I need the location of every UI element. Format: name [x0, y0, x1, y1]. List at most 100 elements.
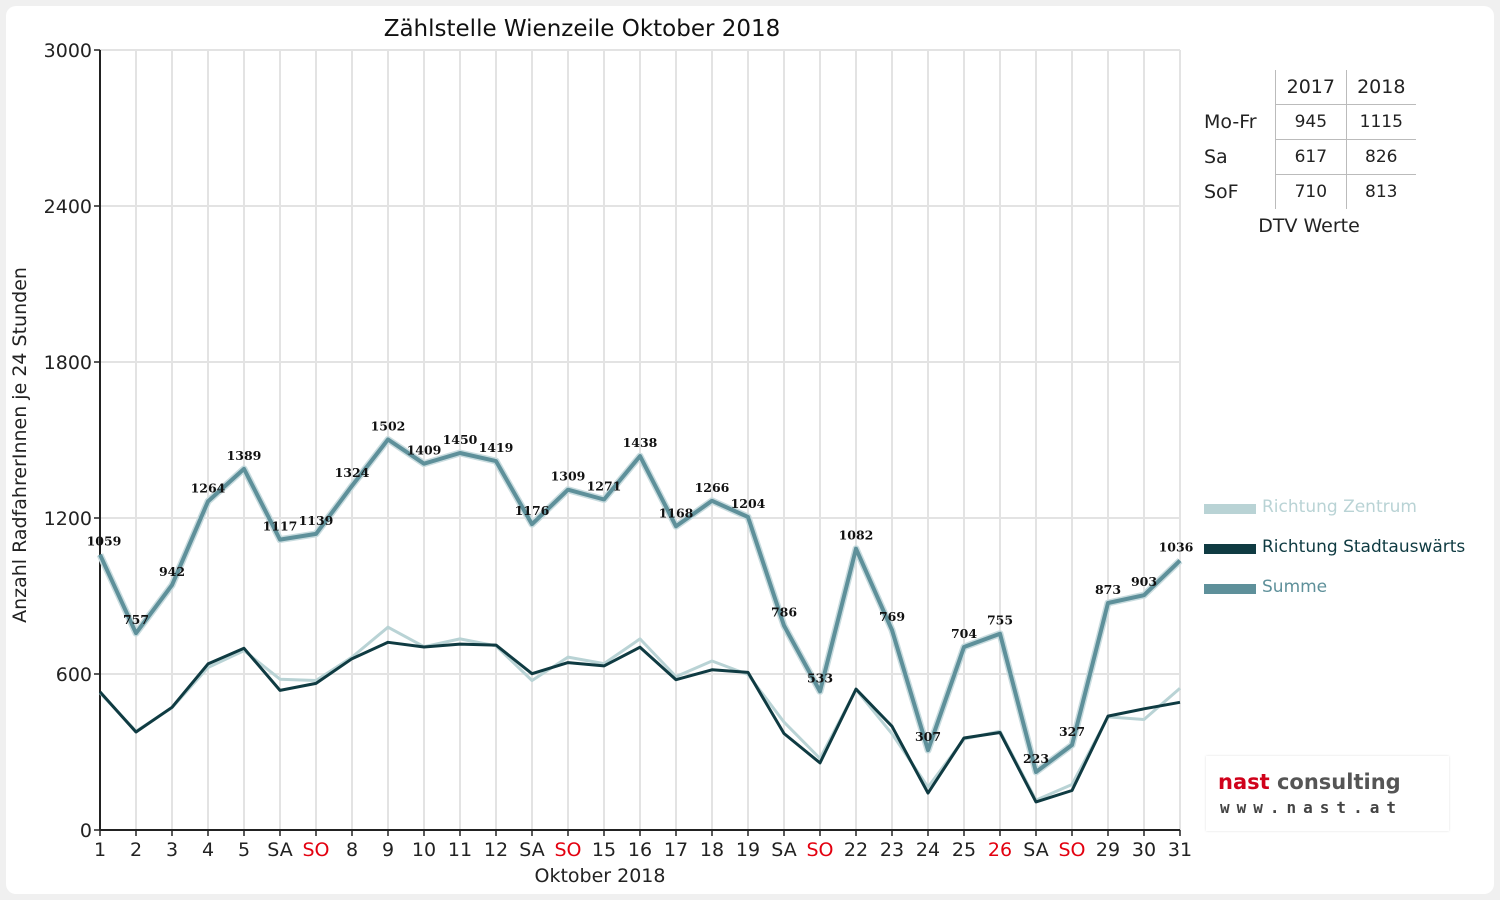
x-tick-label: 29	[1096, 839, 1120, 861]
y-tick-label: 0	[80, 820, 92, 842]
x-axis-label: Oktober 2018	[535, 865, 666, 887]
data-label: 533	[807, 670, 833, 685]
data-label: 1502	[371, 418, 406, 433]
dtv-value: 826	[1345, 139, 1416, 175]
dtv-row-label: Mo-Fr	[1204, 111, 1257, 133]
x-tick-label: 3	[166, 839, 178, 861]
x-tick-label: 8	[346, 839, 358, 861]
chart-canvas: Zählstelle Wienzeile Oktober 2018 0 600 120…	[6, 6, 1494, 894]
x-tick-label: 19	[736, 839, 760, 861]
legend-item-zentrum: Richtung Zentrum	[1204, 496, 1500, 520]
x-tick-label: SA	[519, 839, 544, 861]
dtv-value: 710	[1275, 174, 1347, 209]
x-tick-label: 1	[94, 839, 106, 861]
data-label: 903	[1131, 574, 1157, 589]
data-label: 1438	[623, 435, 658, 450]
dtv-row-sa: Sa 617 826	[1204, 139, 1416, 175]
series-line-stadtauswaerts	[98, 640, 1181, 804]
legend-label: Richtung Stadtauswärts	[1262, 537, 1466, 557]
chart-title: Zählstelle Wienzeile Oktober 2018	[384, 16, 781, 42]
legend-item-summe: Summe	[1204, 576, 1500, 600]
dtv-header-row: 2017 2018	[1204, 70, 1416, 105]
x-tick-label: SO	[302, 839, 329, 861]
dtv-header-2017: 2017	[1275, 70, 1347, 105]
data-label: 1324	[335, 465, 370, 480]
data-label: 1117	[263, 519, 298, 534]
x-tick-label: 5	[238, 839, 250, 861]
data-label: 1266	[695, 480, 730, 495]
legend-item-stadtauswaerts: Richtung Stadtauswärts	[1204, 536, 1500, 560]
x-tick-label: SO	[1058, 839, 1085, 861]
x-tick-label: 30	[1132, 839, 1156, 861]
x-tick-label: 12	[484, 839, 508, 861]
data-label: 873	[1095, 582, 1121, 597]
dtv-caption: DTV Werte	[1258, 215, 1360, 237]
x-tick-label: 16	[628, 839, 652, 861]
data-label: 1389	[227, 448, 262, 463]
data-label: 1176	[515, 503, 550, 518]
data-label: 1450	[443, 432, 478, 447]
x-tick-label: 15	[592, 839, 616, 861]
logo-part-nast: nast	[1218, 770, 1277, 794]
data-label: 1168	[659, 505, 694, 520]
logo-part-consulting: consulting	[1276, 770, 1401, 794]
x-tick-label: 22	[844, 839, 868, 861]
dtv-row-mofr: Mo-Fr 945 1115	[1204, 104, 1416, 140]
x-tick-label: SA	[1023, 839, 1048, 861]
x-tick-label: 31	[1168, 839, 1192, 861]
data-label: 1036	[1159, 540, 1194, 555]
data-label: 755	[987, 613, 1013, 628]
logo-url: www.nast.at	[1220, 798, 1403, 817]
x-tick-label: 23	[880, 839, 904, 861]
x-tick-label: 4	[202, 839, 214, 861]
dtv-value: 813	[1345, 174, 1416, 209]
dtv-row-label: SoF	[1204, 180, 1239, 203]
series-line-summe	[98, 437, 1182, 774]
dtv-row-label: Sa	[1204, 146, 1228, 168]
x-tick-label: SO	[806, 839, 833, 861]
dtv-value: 1115	[1345, 104, 1416, 140]
data-label: 307	[915, 729, 941, 744]
data-label: 1204	[731, 496, 766, 511]
dtv-row-sof: SoF 710 813	[1204, 174, 1416, 209]
x-tick-label: 25	[952, 839, 976, 861]
data-label: 757	[123, 612, 149, 627]
y-axis-label: Anzahl RadfahrerInnen je 24 Stunden	[9, 267, 31, 623]
legend-label: Summe	[1262, 577, 1328, 597]
legend-swatch	[1204, 544, 1256, 554]
data-label: 1419	[479, 440, 514, 455]
data-label: 786	[771, 605, 797, 620]
data-label: 1271	[587, 479, 622, 494]
data-label: 1309	[551, 469, 586, 484]
data-label: 704	[951, 626, 977, 641]
line-chart: Zählstelle Wienzeile Oktober 2018 0 600 120…	[9, 16, 1194, 887]
y-tick-label: 1800	[44, 352, 92, 374]
legend-label: Richtung Zentrum	[1262, 497, 1417, 517]
dtv-value: 617	[1275, 139, 1347, 175]
company-logo: nast consulting www.nast.at	[1206, 756, 1449, 831]
y-tick-label: 2400	[44, 196, 92, 218]
data-label: 1409	[407, 443, 442, 458]
data-label: 1264	[191, 480, 226, 495]
x-tick-label: SA	[771, 839, 796, 861]
data-label: 769	[879, 609, 905, 624]
dtv-value: 945	[1275, 104, 1347, 140]
x-tick-label: 17	[664, 839, 688, 861]
x-tick-label: 2	[130, 839, 142, 861]
x-tick-label: 26	[988, 839, 1012, 861]
dtv-table: 2017 2018 Mo-Fr 945 1115 Sa 617 826 SoF …	[1204, 70, 1416, 209]
x-tick-label: 24	[916, 839, 940, 861]
data-label: 1059	[87, 534, 122, 549]
y-tick-label: 600	[56, 664, 92, 686]
x-tick-label: 9	[382, 839, 394, 861]
data-label: 942	[159, 564, 185, 579]
dtv-header-2018: 2018	[1345, 70, 1416, 105]
x-tick-label: 18	[700, 839, 724, 861]
data-label: 1082	[839, 528, 874, 543]
y-tick-label: 1200	[44, 508, 92, 530]
x-tick-label: SA	[267, 839, 292, 861]
data-label: 223	[1023, 751, 1049, 766]
x-tick-label: SO	[554, 839, 581, 861]
y-tick-label: 3000	[44, 40, 92, 62]
logo-name: nast consulting	[1218, 770, 1401, 794]
